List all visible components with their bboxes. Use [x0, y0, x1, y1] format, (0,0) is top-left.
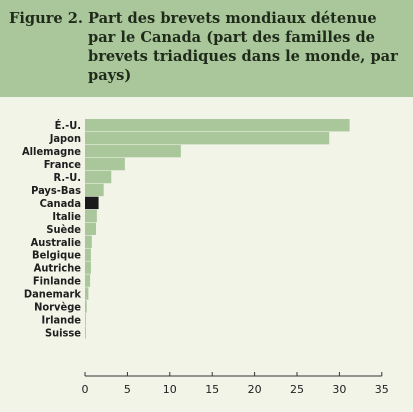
figure-label: Figure 2. — [9, 10, 84, 27]
bar — [85, 287, 89, 300]
category-label: Pays-Bas — [31, 184, 81, 197]
bar — [85, 209, 97, 223]
bar — [85, 222, 97, 235]
category-label: Danemark — [24, 288, 82, 301]
category-label: France — [44, 158, 82, 171]
figure-header: Figure 2. Part des brevets mondiaux déte… — [0, 0, 413, 97]
bar — [85, 235, 92, 248]
bar — [85, 300, 87, 313]
category-label: Australie — [31, 236, 82, 249]
category-label: Belgique — [32, 249, 81, 262]
bar — [85, 119, 350, 132]
x-tick-label: 15 — [205, 383, 219, 396]
bar-chart: É.-U.JaponAllemagneFranceR.-U.Pays-BasCa… — [22, 119, 389, 396]
bar — [85, 183, 104, 197]
category-label: R.-U. — [54, 171, 82, 184]
x-tick-label: 20 — [248, 383, 262, 396]
x-tick-label: 25 — [290, 383, 304, 396]
category-label: É.-U. — [55, 119, 81, 132]
category-label: Suède — [46, 223, 81, 236]
bar — [85, 261, 91, 274]
bar — [85, 196, 99, 210]
figure-title: Part des brevets mondiaux détenue par le… — [88, 10, 398, 84]
x-tick-label: 5 — [124, 383, 131, 396]
x-tick-label: 30 — [332, 383, 346, 396]
bar — [85, 274, 91, 287]
category-label: Irlande — [42, 313, 82, 326]
category-label: Italie — [52, 210, 81, 223]
category-label: Suisse — [45, 326, 81, 339]
x-tick-label: 10 — [163, 383, 177, 396]
bar — [85, 144, 181, 158]
x-tick-label: 35 — [375, 383, 389, 396]
category-label: Norvège — [34, 301, 81, 314]
category-label: Finlande — [33, 275, 81, 288]
bar — [85, 313, 86, 326]
category-label: Canada — [40, 197, 81, 210]
category-label: Autriche — [34, 262, 82, 275]
bar — [85, 131, 330, 145]
category-label: Japon — [49, 132, 81, 145]
bar — [85, 170, 112, 184]
bar — [85, 326, 86, 339]
bar — [85, 157, 125, 171]
category-label: Allemagne — [22, 145, 81, 158]
bar — [85, 248, 91, 261]
x-tick-label: 0 — [82, 383, 89, 396]
